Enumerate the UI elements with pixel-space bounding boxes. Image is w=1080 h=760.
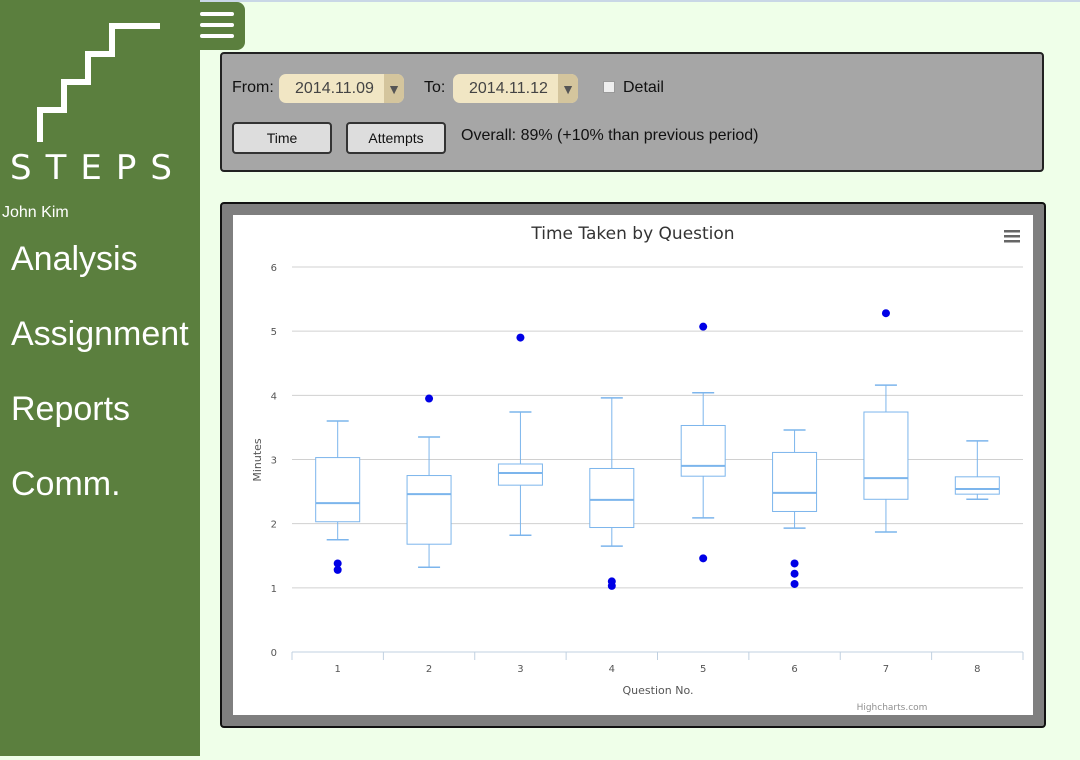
y-tick-label: 0: [271, 648, 277, 659]
logo-text: STEPS: [10, 148, 186, 188]
x-axis-title: Question No.: [623, 684, 694, 697]
time-button[interactable]: Time: [232, 122, 332, 154]
outlier-point: [333, 565, 342, 574]
user-name: John Kim: [2, 204, 69, 221]
x-tick-label: 8: [974, 664, 980, 675]
x-tick-label: 6: [791, 664, 797, 675]
to-label: To:: [424, 79, 446, 96]
x-tick-label: 2: [426, 664, 432, 675]
outlier-point: [333, 559, 342, 568]
y-tick-label: 4: [271, 391, 277, 402]
y-tick-label: 3: [271, 456, 277, 467]
outlier-point: [607, 581, 616, 590]
hamburger-bar: [200, 12, 234, 16]
x-tick-label: 3: [517, 664, 523, 675]
box-iqr: [315, 457, 361, 523]
box-iqr: [863, 411, 909, 500]
nav-item-assignment[interactable]: Assignment: [11, 315, 189, 353]
outlier-point: [790, 559, 799, 568]
box-plot-item: [772, 429, 818, 529]
top-border: [0, 0, 1080, 2]
dropdown-arrow-icon: ▼: [558, 74, 578, 103]
y-tick-label: 6: [271, 263, 277, 274]
box-iqr: [680, 424, 726, 477]
box-plot-item: [315, 420, 361, 541]
detail-label: Detail: [623, 79, 664, 96]
box-iqr: [954, 476, 1000, 495]
box-iqr: [497, 463, 543, 486]
to-date-select[interactable]: 2014.11.12 ▼: [453, 74, 578, 103]
hamburger-bar: [200, 23, 234, 27]
overall-summary: Overall: 89% (+10% than previous period): [461, 127, 759, 144]
outlier-point: [516, 333, 525, 342]
box-plot-item: [680, 392, 726, 519]
box-plot-item: [406, 436, 452, 569]
outlier-point: [790, 569, 799, 578]
y-tick-label: 1: [271, 584, 277, 595]
box-iqr: [589, 467, 635, 529]
from-date-value: 2014.11.09: [295, 80, 374, 97]
box-plot-item: [863, 384, 909, 533]
x-tick-label: 5: [700, 664, 706, 675]
from-date-select[interactable]: 2014.11.09 ▼: [279, 74, 404, 103]
filter-panel: [220, 52, 1044, 172]
box-plot-item: [497, 411, 543, 536]
nav-item-reports[interactable]: Reports: [11, 390, 131, 428]
sidebar: STEPS John Kim Analysis Assignment Repor…: [0, 0, 200, 756]
nav-item-comm[interactable]: Comm.: [11, 465, 121, 503]
chart-context-menu-icon[interactable]: [1004, 230, 1020, 243]
y-axis-title: Minutes: [251, 438, 264, 482]
to-date-value: 2014.11.12: [469, 80, 548, 97]
x-tick-label: 4: [609, 664, 615, 675]
detail-checkbox[interactable]: [603, 81, 615, 93]
y-tick-label: 5: [271, 327, 277, 338]
chart-credit[interactable]: Highcharts.com: [857, 703, 928, 713]
outlier-point: [699, 554, 708, 563]
y-tick-label: 2: [271, 520, 277, 531]
boxplot-chart: Time Taken by Question 0 1 2 3 4 5 6 1 2 3 4 5 6 7 8 H…: [233, 215, 1033, 715]
chart-title: Time Taken by Question: [530, 224, 734, 244]
stairs-logo-icon: [37, 23, 160, 142]
dropdown-arrow-icon: ▼: [384, 74, 404, 103]
outlier-point: [425, 394, 434, 403]
x-tick-label: 7: [883, 664, 889, 675]
outlier-point: [881, 309, 890, 318]
box-plot-item: [589, 397, 635, 547]
hamburger-menu-button[interactable]: [196, 2, 245, 50]
box-iqr: [772, 451, 818, 512]
outlier-point: [790, 579, 799, 588]
box-iqr: [406, 475, 452, 545]
nav-item-analysis[interactable]: Analysis: [11, 240, 138, 278]
attempts-button[interactable]: Attempts: [346, 122, 446, 154]
outlier-point: [699, 322, 708, 331]
hamburger-bar: [200, 34, 234, 38]
from-label: From:: [232, 79, 274, 96]
x-tick-label: 1: [335, 664, 341, 675]
box-plot-item: [954, 440, 1000, 501]
